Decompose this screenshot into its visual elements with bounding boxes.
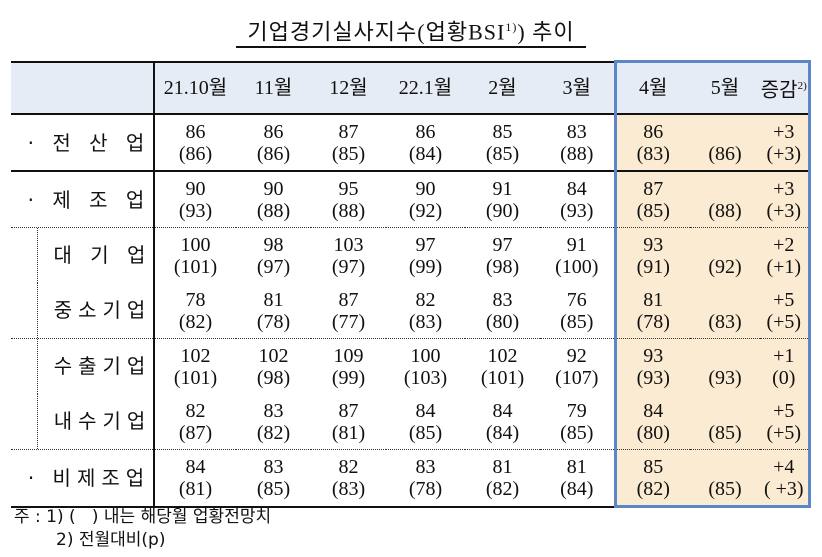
cell: 86 (83) <box>613 114 690 172</box>
cell: 98 (97) <box>256 233 291 278</box>
cell: 84 (93) <box>540 171 615 228</box>
cell: 83 (82) <box>236 394 311 450</box>
cell: 90 (93) <box>154 171 236 228</box>
cell: 93 (93) <box>613 338 690 394</box>
cell: 86 (86) <box>154 114 236 172</box>
row-label: · 비제조업 <box>11 449 155 508</box>
cell: 103 (97) <box>331 233 366 278</box>
header-row: 21.10월 11월 12월 22.1월 2월 3월 4월 5월 증감2) <box>11 60 811 115</box>
table-row: 대 기 업 100 (101) 98 (97) 103 (97) 97 (99) 97(… <box>11 227 811 283</box>
cell: (85) <box>690 394 760 450</box>
cell: 93 (91) <box>613 227 690 283</box>
table-row: 내수기업 82 (87) 83 (82) 87 (81) 84 (85) 84 (84) … <box>11 394 811 450</box>
col-header: 12월 <box>311 60 386 115</box>
cell: 84 (80) <box>613 394 690 450</box>
cell: 81 (78) <box>236 283 311 339</box>
footnotes: 주 : 1) ( ) 내는 해당월 업황전망치 2) 전월대비(p) <box>14 506 271 552</box>
cell: 91 (90) <box>465 171 540 228</box>
cell: +3 (+3) <box>760 171 811 228</box>
cell: (88) <box>690 171 760 228</box>
cell: 87 (85) <box>311 114 386 172</box>
cell: 100 (103) <box>403 344 448 389</box>
row-label: 수출기업 <box>11 338 155 394</box>
cell: 91 (100) <box>555 233 599 278</box>
row-label: · 전 산 업 <box>11 114 155 172</box>
footnote-2: 2) 전월대비(p) <box>56 530 166 550</box>
cell: 81 (84) <box>540 449 615 508</box>
col-header: 22.1월 <box>386 60 465 115</box>
cell: +1 (0) <box>760 338 811 394</box>
table-row: · 제 조 업 90 (93) 90 (88) 95 (88) 90 (92) 91 (9… <box>11 171 811 228</box>
cell: 84 (81) <box>154 449 236 508</box>
cell: +4( +3) <box>760 449 811 508</box>
cell: 84 (85) <box>386 394 465 450</box>
cell: 87 (81) <box>311 394 386 450</box>
cell: 81 (82) <box>465 449 540 508</box>
cell: 95 (88) <box>311 171 386 228</box>
cell: 109 (99) <box>331 344 366 389</box>
cell: +2 (+1) <box>760 227 811 283</box>
bsi-table: 21.10월 11월 12월 22.1월 2월 3월 4월 5월 증감2) · … <box>11 60 811 508</box>
cell: (85) <box>690 449 760 508</box>
cell: +3 (+3) <box>760 114 811 172</box>
cell: 97 (99) <box>408 233 443 278</box>
table-row: 중소기업 78 (82) 81 (78) 87 (77) 82 (83) 83 (80) … <box>11 283 811 339</box>
row-label: · 제 조 업 <box>11 171 155 228</box>
row-label: 내수기업 <box>11 394 155 450</box>
cell: 83 (88) <box>540 114 615 172</box>
col-header: 3월 <box>540 60 615 115</box>
cell: 82 (83) <box>386 283 465 339</box>
cell: 82 (87) <box>154 394 236 450</box>
cell: 102 (101) <box>480 344 525 389</box>
cell: 81 (78) <box>613 283 690 339</box>
table-row: 수출기업 102 (101) 102 (98) 109 (99) 100 (103) 1… <box>11 338 811 394</box>
cell: (83) <box>690 283 760 339</box>
table-row: · 비제조업 84 (81) 83 (85) 82 (83) 83 (78) 81 (82… <box>11 449 811 508</box>
cell: 84 (84) <box>465 394 540 450</box>
cell: (86) <box>690 114 760 172</box>
cell: 83 (78) <box>386 449 465 508</box>
table-title: 기업경기실사지수(업황BSI1)) 추이 <box>236 14 586 49</box>
cell: 79 (85) <box>540 394 615 450</box>
cell: +5 (+5) <box>760 283 811 339</box>
col-header-change: 증감2) <box>760 60 811 115</box>
cell: +5 (+5) <box>760 394 811 450</box>
cell: 85 (85) <box>465 114 540 172</box>
row-label: 대 기 업 <box>11 227 155 283</box>
cell: 78 (82) <box>154 283 236 339</box>
cell: (93) <box>690 338 760 394</box>
header-blank <box>11 60 155 115</box>
cell: 87 (77) <box>311 283 386 339</box>
cell: 102 (98) <box>256 344 291 389</box>
col-header: 5월 <box>690 60 760 115</box>
col-header: 21.10월 <box>154 60 236 115</box>
cell: 100 (101) <box>173 233 218 278</box>
cell: 83 (80) <box>465 283 540 339</box>
cell: 82 (83) <box>311 449 386 508</box>
cell: 90 (92) <box>386 171 465 228</box>
cell: 85 (82) <box>613 449 690 508</box>
row-label: 중소기업 <box>11 283 155 339</box>
cell: 92 (107) <box>555 344 599 389</box>
table-row: · 전 산 업 86 (86) 86 (86) 87 (85) 86 (84) 85 (8… <box>11 114 811 172</box>
cell: 102 (101) <box>173 344 218 389</box>
footnote-1: 주 : 1) ( ) 내는 해당월 업황전망치 <box>14 507 272 527</box>
cell: 97 (98) <box>485 233 520 278</box>
col-header: 11월 <box>236 60 311 115</box>
cell: 76 (85) <box>540 283 615 339</box>
cell: 86 (86) <box>236 114 311 172</box>
cell: 90 (88) <box>236 171 311 228</box>
col-header: 4월 <box>613 60 690 115</box>
cell: (92) <box>690 227 760 283</box>
cell: 83 (85) <box>236 449 311 508</box>
cell: 86 (84) <box>386 114 465 172</box>
col-header: 2월 <box>465 60 540 115</box>
cell: 87 (85) <box>613 171 690 228</box>
